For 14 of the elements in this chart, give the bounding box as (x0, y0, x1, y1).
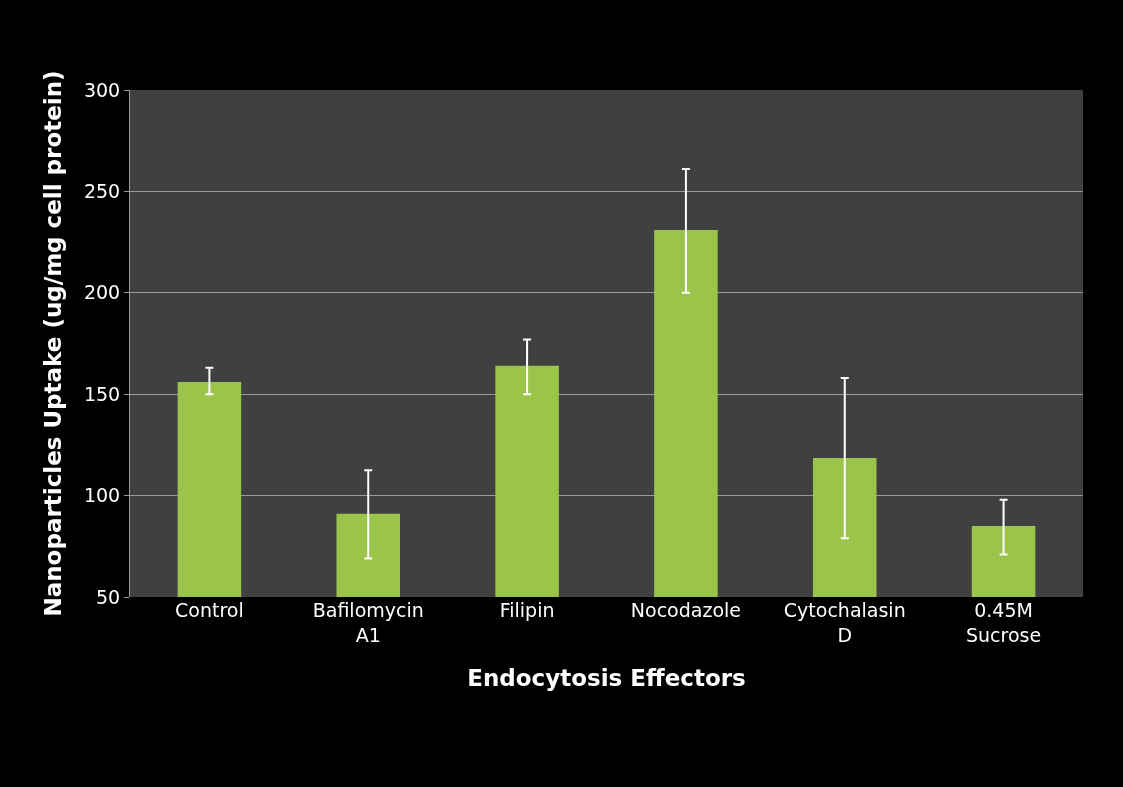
x-tick-label: 0.45M Sucrose (966, 599, 1042, 646)
x-tick-label: Nocodazole (630, 599, 742, 621)
y-tick-label: 100 (83, 484, 121, 507)
y-axis-title: Nanoparticles Uptake (ug/mg cell protein) (40, 70, 67, 617)
y-tick-label: 300 (83, 78, 121, 101)
y-tick-label: 50 (96, 585, 121, 608)
x-tick-label: Cytochalasin D (783, 599, 906, 646)
y-tick-label: 200 (83, 281, 121, 304)
x-tick-label: Filipin (499, 599, 555, 621)
x-tick-label: Control (175, 599, 244, 621)
y-tick-label: 250 (83, 180, 121, 203)
y-tick-label: 150 (83, 382, 121, 405)
x-axis-title: Endocytosis Effectors (467, 665, 746, 692)
x-tick-label: Bafilomycin A1 (312, 599, 424, 646)
